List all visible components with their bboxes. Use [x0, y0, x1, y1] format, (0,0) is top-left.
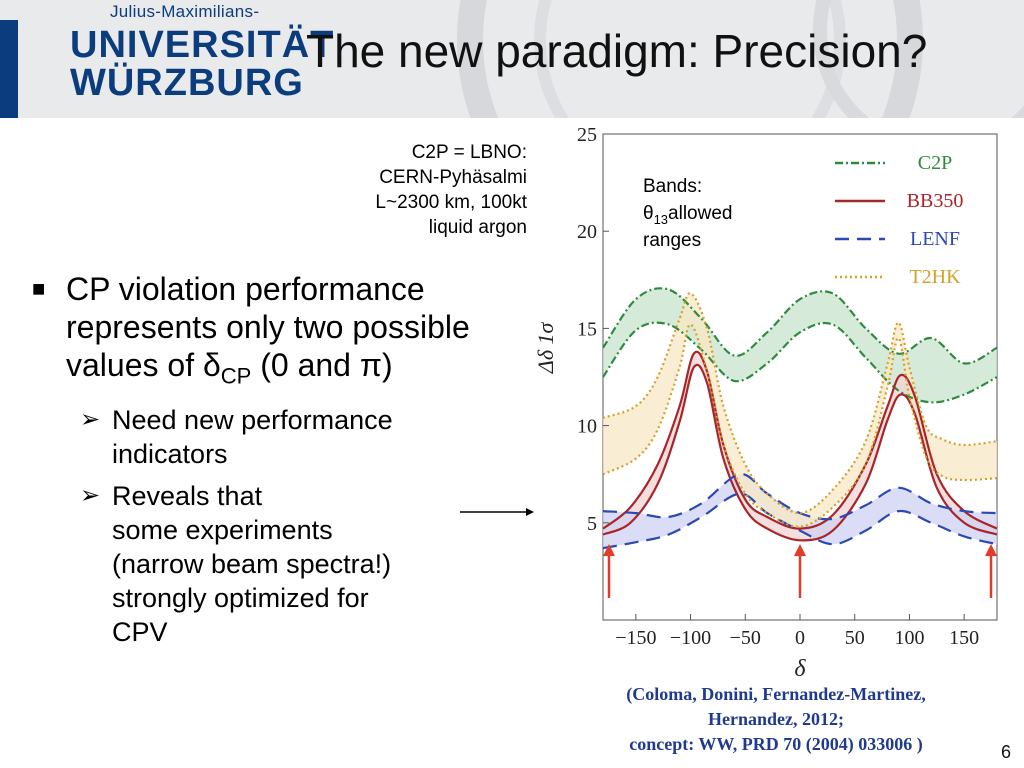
x-tick-label: 150	[949, 627, 979, 649]
bands-annotation-line1: Bands:	[643, 176, 702, 197]
y-tick-label: 10	[577, 416, 597, 438]
delta-symbol: δ	[202, 347, 221, 383]
band-fill-c2p	[603, 288, 997, 403]
legend-label-lenf: LENF	[910, 228, 960, 250]
bullet-main: ■ CP violation performance represents on…	[30, 270, 510, 395]
logo-line1: UNIVERSITÄT	[70, 24, 335, 66]
bullet-list: ■ CP violation performance represents on…	[30, 270, 510, 649]
delta-subscript: CP	[220, 363, 252, 389]
arrow-head	[794, 544, 806, 556]
x-tick-label: −50	[730, 627, 761, 649]
slide-title: The new paradigm: Precision?	[306, 25, 928, 77]
bullet-sub-2-line: CPV	[112, 617, 168, 648]
bullet-sub-1-text: Need new performance indicators	[112, 405, 393, 470]
x-tick-label: 0	[795, 627, 805, 649]
x-tick-label: −100	[670, 627, 711, 649]
band-lower-bb350	[602, 363, 998, 542]
band-lower-lenf	[602, 492, 998, 550]
square-bullet-icon: ■	[32, 276, 46, 301]
info-line: CERN-Pyhäsalmi	[379, 167, 527, 188]
band-upper-bb350	[602, 350, 998, 530]
bullet-main-tail: (0 and π)	[260, 347, 393, 383]
logo-line2: WÜRZBURG	[70, 62, 304, 104]
arrow-head	[603, 544, 615, 556]
citation: (Coloma, Donini, Fernandez-Martinez, Her…	[556, 682, 996, 757]
bands-annotation-line3: ranges	[643, 230, 701, 251]
info-line: C2P = LBNO:	[411, 142, 527, 163]
experiment-info: C2P = LBNO: CERN-Pyhäsalmi L~2300 km, 10…	[375, 140, 527, 240]
header-seal-watermark	[457, 0, 1024, 118]
bands-annotation-line2: θ13allowed	[643, 203, 732, 227]
pointer-arrow-icon	[460, 508, 534, 516]
legend-label-c2p: C2P	[918, 152, 952, 174]
theta-symbol: θ	[643, 203, 654, 224]
citation-line: (Coloma, Donini, Fernandez-Martinez,	[626, 684, 926, 704]
theta-tail: allowed	[668, 203, 732, 224]
bullet-sub-2-line: some experiments	[112, 515, 333, 546]
university-logo: Julius-Maximilians- UNIVERSITÄT WÜRZBURG	[0, 0, 333, 118]
band-lower-t2hk	[602, 323, 998, 528]
band-upper-lenf	[602, 473, 998, 521]
x-axis-label: δ	[794, 656, 806, 680]
bullet-sub-2-line: (narrow beam spectra!)	[112, 549, 392, 580]
x-tick-label: 100	[894, 627, 924, 649]
band-upper-t2hk	[602, 292, 998, 515]
y-tick-label: 25	[577, 124, 597, 146]
cp-conserving-arrow-icon	[603, 544, 615, 598]
bullet-sub-2: ➢ Reveals that some experiments (narrow …	[30, 479, 510, 649]
bullet-sub-2-line: strongly optimized for	[112, 583, 369, 614]
legend-label-t2hk: T2HK	[909, 266, 961, 288]
x-tick-label: 50	[845, 627, 865, 649]
y-tick-label: 5	[587, 513, 597, 535]
page-number: 6	[1001, 742, 1012, 762]
bullet-sub-2-line: Reveals that	[112, 481, 263, 512]
y-tick-label: 15	[577, 318, 597, 340]
bullet-sub-1: ➢ Need new performance indicators	[30, 403, 510, 471]
y-tick-label: 20	[577, 221, 597, 243]
arrow-bullet-icon: ➢	[80, 406, 101, 434]
arrow-head	[985, 544, 997, 556]
band-fill-lenf	[603, 474, 997, 549]
cp-conserving-arrow-icon	[794, 544, 806, 598]
info-line: liquid argon	[428, 217, 527, 238]
logo-subtitle: Julius-Maximilians-	[110, 2, 260, 21]
theta-subscript: 13	[654, 212, 668, 227]
y-axis-label: Δδ 1σ	[535, 321, 558, 374]
header-bar: Julius-Maximilians- UNIVERSITÄT WÜRZBURG…	[0, 0, 1024, 118]
info-line: L~2300 km, 100kt	[375, 192, 527, 213]
band-upper-c2p	[602, 287, 998, 365]
bullet-main-text: CP violation performance represents only…	[66, 271, 470, 383]
arrow-bullet-icon: ➢	[80, 482, 101, 510]
x-tick-label: −150	[615, 627, 656, 649]
cp-conserving-arrow-icon	[985, 544, 997, 598]
legend-label-bb350: BB350	[907, 190, 964, 212]
citation-line: Hernandez, 2012;	[708, 709, 844, 729]
logo-blue-bar	[0, 20, 18, 118]
cp-precision-chart: −150 −100 −50 0 50 100 150 5 10 15 20 25 C2P BB350 LE…	[535, 124, 998, 680]
citation-line: concept: WW, PRD 70 (2004) 033006 )	[629, 734, 923, 754]
band-lower-c2p	[602, 321, 998, 404]
